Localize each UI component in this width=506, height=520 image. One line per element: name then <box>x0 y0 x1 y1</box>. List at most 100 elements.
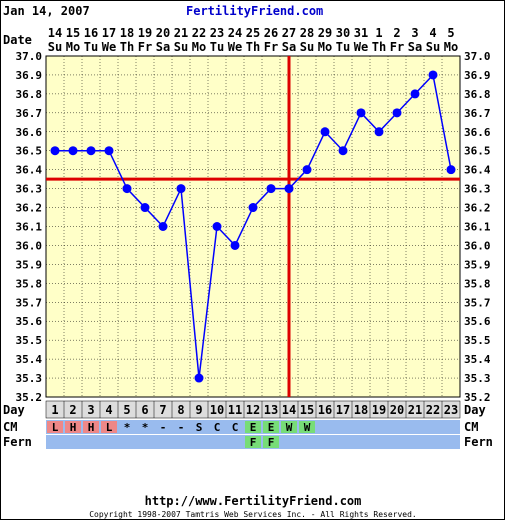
cycle-day-label: 5 <box>123 403 130 417</box>
y-tick-label-left: 35.8 <box>16 277 43 290</box>
x-tick-weekday: Th <box>120 40 134 54</box>
x-tick-date: 19 <box>138 26 152 40</box>
x-tick-date: 25 <box>246 26 260 40</box>
x-tick-weekday: Mo <box>318 40 332 54</box>
x-tick-weekday: Tu <box>336 40 350 54</box>
temperature-point[interactable] <box>140 203 150 213</box>
x-tick-date: 22 <box>192 26 206 40</box>
cycle-day-label: 10 <box>210 403 224 417</box>
cycle-day-label: 16 <box>318 403 332 417</box>
y-tick-label-right: 36.4 <box>464 164 491 177</box>
temperature-point[interactable] <box>338 146 348 156</box>
cm-row-label-left: CM <box>3 420 17 434</box>
y-tick-label-right: 35.5 <box>464 334 491 347</box>
cm-value: * <box>142 421 149 434</box>
temperature-point[interactable] <box>212 222 222 231</box>
temperature-point[interactable] <box>266 184 276 194</box>
y-tick-label-right: 36.6 <box>464 126 491 139</box>
temperature-point[interactable] <box>68 146 78 156</box>
x-tick-weekday: Mo <box>444 40 458 54</box>
cm-cell <box>263 421 279 433</box>
temperature-point[interactable] <box>410 89 420 99</box>
y-tick-label-left: 36.1 <box>16 221 43 234</box>
x-tick-date: 3 <box>411 26 418 40</box>
temperature-point[interactable] <box>320 127 330 137</box>
y-tick-label-right: 35.6 <box>464 315 491 328</box>
cycle-day-label: 20 <box>390 403 404 417</box>
temperature-point[interactable] <box>176 184 186 194</box>
cm-cell <box>65 421 81 433</box>
temperature-point[interactable] <box>104 146 114 156</box>
temperature-point[interactable] <box>428 70 438 80</box>
y-tick-label-left: 36.9 <box>16 69 43 82</box>
cycle-day-label: 11 <box>228 403 242 417</box>
cycle-day-label: 19 <box>372 403 386 417</box>
temperature-point[interactable] <box>446 165 456 175</box>
cycle-day-label: 9 <box>195 403 202 417</box>
cm-cell <box>245 421 261 433</box>
cm-value: H <box>88 421 95 434</box>
temperature-point[interactable] <box>50 146 60 156</box>
y-tick-label-left: 36.7 <box>16 107 43 120</box>
cycle-day-label: 22 <box>426 403 440 417</box>
x-tick-date: 5 <box>447 26 454 40</box>
x-tick-weekday: We <box>102 40 116 54</box>
y-tick-label-left: 35.7 <box>16 296 43 309</box>
cm-cell <box>47 421 63 433</box>
x-tick-weekday: Tu <box>210 40 224 54</box>
fern-cell <box>245 436 261 448</box>
x-tick-date: 15 <box>66 26 80 40</box>
temperature-point[interactable] <box>392 108 402 118</box>
x-tick-weekday: We <box>354 40 368 54</box>
temperature-point[interactable] <box>158 222 168 231</box>
temperature-point[interactable] <box>374 127 384 137</box>
y-tick-label-left: 36.6 <box>16 126 43 139</box>
temperature-point[interactable] <box>284 184 294 194</box>
x-tick-weekday: Th <box>246 40 260 54</box>
cycle-day-label: 15 <box>300 403 314 417</box>
y-tick-label-left: 36.4 <box>16 164 43 177</box>
temperature-point[interactable] <box>356 108 366 118</box>
x-tick-weekday: Su <box>300 40 314 54</box>
fern-cell <box>263 436 279 448</box>
cm-cell <box>299 421 315 433</box>
cycle-day-label: 14 <box>282 403 296 417</box>
fern-row-label-left: Fern <box>3 435 32 449</box>
x-tick-date: 20 <box>156 26 170 40</box>
fern-value: F <box>250 436 257 449</box>
footer-url[interactable]: http://www.FertilityFriend.com <box>144 494 362 508</box>
cycle-day-label: 3 <box>87 403 94 417</box>
y-tick-label-left: 36.2 <box>16 202 43 215</box>
temperature-point[interactable] <box>230 240 240 250</box>
cm-value: L <box>52 421 59 434</box>
y-tick-label-right: 36.2 <box>464 202 491 215</box>
temperature-point[interactable] <box>248 203 258 213</box>
x-tick-weekday: Sa <box>156 40 170 54</box>
cycle-day-label: 2 <box>69 403 76 417</box>
y-tick-label-left: 35.2 <box>16 391 43 404</box>
x-tick-date: 27 <box>282 26 296 40</box>
x-tick-date: 14 <box>48 26 62 40</box>
temperature-point[interactable] <box>122 184 132 194</box>
cm-value: E <box>268 421 275 434</box>
temperature-point[interactable] <box>86 146 96 156</box>
x-tick-weekday: We <box>228 40 242 54</box>
cycle-day-label: 1 <box>51 403 58 417</box>
temperature-point[interactable] <box>194 373 204 383</box>
x-tick-weekday: Sa <box>408 40 422 54</box>
x-tick-weekday: Mo <box>66 40 80 54</box>
brand-title[interactable]: FertilityFriend.com <box>186 4 324 18</box>
cm-value: E <box>250 421 257 434</box>
cycle-day-label: 7 <box>159 403 166 417</box>
cm-value: W <box>304 421 311 434</box>
x-tick-date: 23 <box>210 26 224 40</box>
y-tick-label-left: 35.9 <box>16 258 43 271</box>
y-tick-label-right: 36.8 <box>464 88 491 101</box>
date-row-label: Date <box>3 33 32 47</box>
x-tick-weekday: Fr <box>138 40 152 54</box>
y-tick-label-right: 35.3 <box>464 372 491 385</box>
temperature-point[interactable] <box>302 165 312 175</box>
x-tick-weekday: Fr <box>390 40 404 54</box>
cycle-day-label: 17 <box>336 403 350 417</box>
